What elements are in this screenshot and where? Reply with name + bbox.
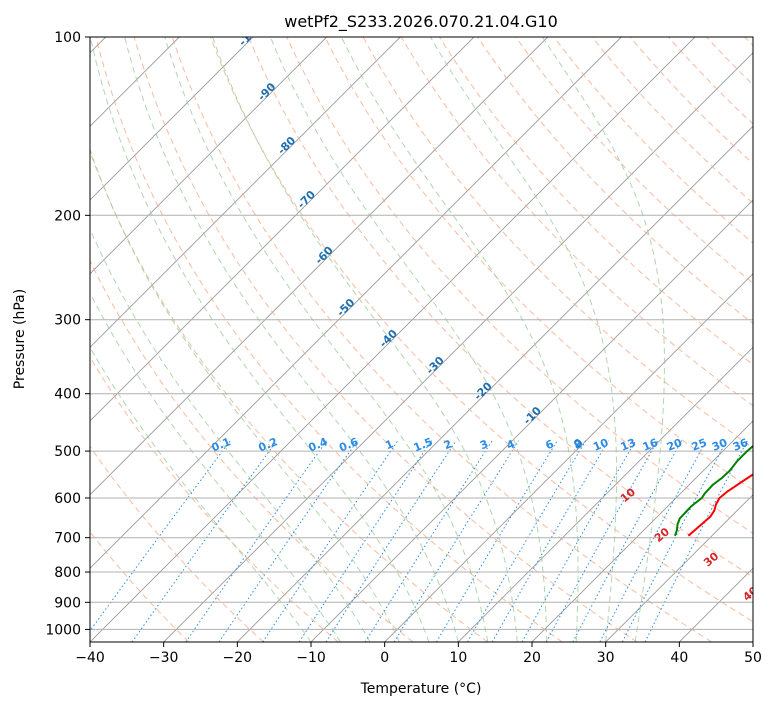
mixing-ratio-line [545, 440, 659, 642]
pressure-gridlines [90, 37, 753, 630]
isotherm-line [457, 346, 753, 642]
moist-adiabat-line [164, 37, 489, 642]
plot-frame [89, 36, 754, 643]
y-tick-label: 100 [54, 30, 81, 46]
moist-adiabat-line [90, 147, 400, 642]
isotherm-label: -100 [236, 20, 265, 49]
mixing-ratio-line [521, 440, 637, 642]
isotherm-line [90, 37, 401, 348]
mixing-ratio-label: 25 [690, 436, 709, 454]
mixing-ratio-label: 10 [591, 436, 610, 454]
dry-adiabat-line [95, 37, 563, 642]
mixing-ratio-label: 1 [383, 437, 395, 452]
moist-adiabat-line [90, 228, 371, 642]
x-tick-label: 40 [670, 650, 688, 666]
dry-adiabat-line [133, 37, 638, 642]
moist-adiabat-line [542, 37, 666, 642]
moist-adiabat-line [269, 37, 548, 642]
dry-adiabat-line [210, 37, 753, 623]
isotherm-line [531, 420, 753, 642]
moist-adiabat-line [124, 37, 459, 642]
isotherm-line [163, 52, 753, 642]
profile-series [674, 444, 753, 537]
y-tick-label: 800 [54, 565, 81, 581]
mixing-ratio-line [572, 440, 683, 642]
mixing-ratio-label: 13 [619, 436, 638, 454]
isotherm-line [90, 37, 622, 569]
mixing-ratio-label: 16 [641, 436, 660, 454]
isotherm-line [90, 37, 696, 642]
mixing-ratio-line [90, 440, 231, 632]
y-tick-label: 300 [54, 313, 81, 329]
mixing-ratio-line [185, 440, 328, 642]
dry-adiabat-line [90, 259, 414, 642]
dry-adiabat-line [248, 37, 753, 578]
dry-adiabat-line [400, 37, 753, 407]
x-tick-label: 50 [744, 650, 762, 666]
mixing-ratio-line [393, 440, 520, 642]
x-tick-label: −20 [223, 650, 253, 666]
x-axis-title: Temperature (°C) [360, 681, 482, 697]
dry-adiabat-line [171, 37, 712, 642]
y-axis: 100 200 300 400 500 600 700 800 900 1000 [45, 30, 90, 638]
dry-adiabat-line [591, 37, 753, 204]
moist-adiabat-line [90, 346, 312, 642]
x-tick-label: 30 [597, 650, 615, 666]
dry-adiabat-line [324, 37, 753, 491]
mixing-ratio-line [262, 440, 399, 642]
chart-title: wetPf2_S233.2026.070.21.04.G10 [284, 12, 558, 32]
dry-adiabat-line [362, 37, 753, 449]
mixing-ratio-line [491, 440, 609, 642]
y-tick-label: 900 [54, 595, 81, 611]
mixing-ratio-label: 3 [478, 437, 490, 452]
moist-adiabat-line [90, 291, 341, 642]
mixing-ratio-label: 2 [442, 437, 454, 452]
dry-adiabat-line [515, 37, 753, 284]
y-tick-label: 600 [54, 491, 81, 507]
moist-adiabat-line [340, 37, 579, 642]
mixing-ratio-line [298, 440, 432, 642]
x-tick-label: −10 [296, 650, 326, 666]
moist-adiabat-line [212, 37, 518, 642]
mixing-ratio-line [131, 440, 278, 642]
background-lines [90, 37, 753, 642]
dry-adiabat-line [90, 445, 264, 642]
x-axis: −40 −30 −20 −10 0 10 20 30 40 50 [75, 642, 762, 666]
mixing-ratio-line [435, 440, 558, 642]
y-axis-title: Pressure (hPa) [12, 289, 28, 389]
y-tick-label: 400 [54, 387, 81, 403]
mixing-ratio-line [467, 440, 587, 642]
moist-adiabat-line [90, 37, 430, 642]
mixing-ratio-label: 8 [572, 437, 584, 452]
isotherm-line [90, 37, 549, 496]
x-tick-label: −30 [149, 650, 179, 666]
y-tick-label: 500 [54, 444, 81, 460]
y-tick-label: 200 [54, 208, 81, 224]
isotherm-line [605, 494, 753, 642]
isotherm-line [90, 37, 254, 201]
dry-adiabat-line [629, 37, 753, 165]
mixing-ratio-label: 30 [710, 436, 729, 454]
y-tick-label: 1000 [45, 622, 81, 638]
mixing-ratio-line [644, 440, 748, 642]
x-tick-label: 20 [523, 650, 541, 666]
dry-adiabat-line [477, 37, 753, 325]
y-tick-label: 700 [54, 531, 81, 547]
x-tick-label: 0 [380, 650, 389, 666]
moist-adiabat-line [429, 37, 617, 642]
isotherm-line [90, 37, 475, 422]
mixing-ratio-label: 20 [665, 436, 684, 454]
isotherm-line [236, 125, 753, 642]
isotherm-line [384, 273, 753, 642]
mixing-ratio-line [364, 440, 493, 642]
temperature-line [687, 473, 753, 537]
x-tick-label: 10 [449, 650, 467, 666]
mixing-ratio-line [325, 440, 457, 642]
dewpoint-line [674, 444, 753, 537]
isotherm-line [90, 37, 328, 275]
x-tick-label: −40 [75, 650, 105, 666]
mixing-ratio-label: 36 [731, 436, 750, 454]
